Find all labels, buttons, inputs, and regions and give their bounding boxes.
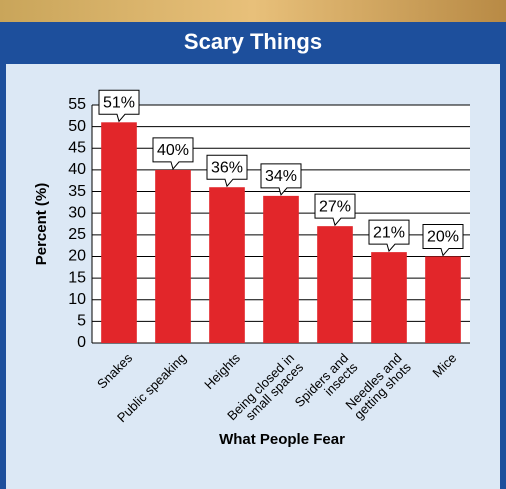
y-tick-label: 25 (68, 226, 86, 243)
bar (317, 226, 353, 343)
header-image (0, 0, 506, 22)
y-axis-title: Percent (%) (33, 183, 50, 266)
y-tick-label: 50 (68, 118, 86, 135)
value-label: 51% (103, 95, 135, 112)
y-tick-label: 5 (77, 313, 86, 330)
label-callout (152, 137, 194, 170)
bar (263, 195, 299, 343)
y-tick-label: 35 (68, 183, 86, 200)
value-label: 21% (373, 224, 405, 241)
x-axis-title: What People Fear (219, 431, 345, 448)
y-tick-label: 0 (77, 334, 86, 351)
label-callout (368, 219, 410, 253)
y-tick-label: 40 (68, 161, 86, 178)
y-tick-label: 55 (68, 96, 86, 113)
y-tick-label: 20 (68, 248, 86, 265)
value-label: 36% (211, 159, 243, 176)
label-callout (422, 223, 464, 257)
bar (101, 122, 137, 344)
y-tick-label: 15 (68, 269, 86, 286)
y-tick-label: 45 (68, 139, 86, 156)
label-callout (314, 193, 356, 227)
value-label: 34% (265, 168, 297, 185)
label-callout (206, 154, 248, 188)
y-tick-label: 10 (68, 291, 86, 308)
y-tick-label: 30 (68, 204, 86, 221)
value-label: 40% (157, 142, 189, 159)
label-callout (260, 163, 302, 196)
value-label: 20% (427, 229, 459, 246)
bar (209, 187, 245, 343)
value-label: 27% (319, 198, 351, 215)
bar (425, 256, 461, 343)
bar (155, 169, 191, 343)
label-callout (98, 89, 140, 123)
chart-title: Scary Things (184, 29, 322, 54)
bar (371, 252, 407, 343)
